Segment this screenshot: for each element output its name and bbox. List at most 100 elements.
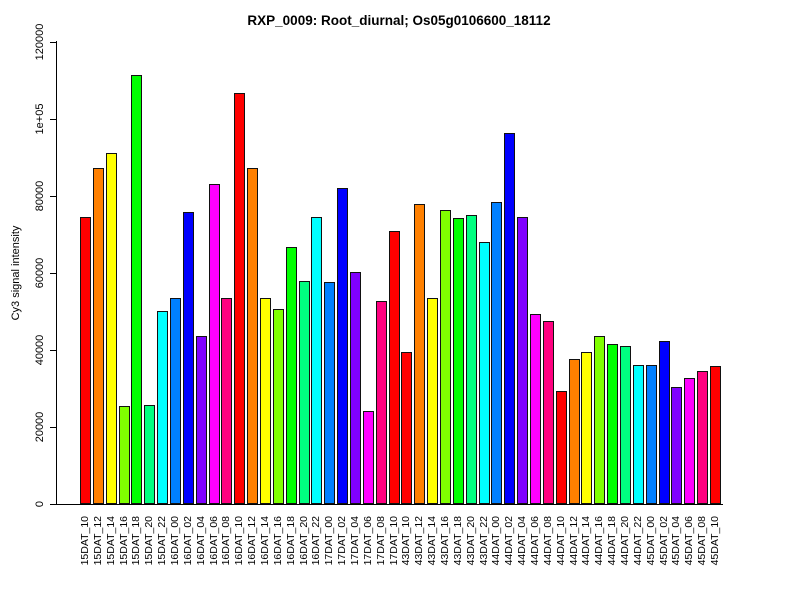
y-tick-label: 60000	[34, 257, 46, 289]
x-tick-label: 45DAT_02	[657, 516, 670, 566]
x-tick-label: 44DAT_14	[580, 516, 593, 566]
x-tick-label: 44DAT_12	[567, 516, 580, 566]
y-tick-mark	[50, 504, 56, 505]
x-tick-label: 16DAT_22	[310, 516, 323, 566]
x-tick-label: 15DAT_18	[130, 516, 143, 566]
bar	[247, 167, 259, 504]
bar	[440, 210, 451, 504]
x-tick-label: 15DAT_10	[79, 516, 91, 566]
y-tick-label: 120000	[34, 23, 46, 61]
bar	[594, 336, 606, 504]
x-tick-label: 45DAT_08	[696, 516, 709, 566]
x-tick-label: 17DAT_06	[361, 516, 374, 566]
bar	[208, 184, 220, 504]
x-tick-label: 16DAT_08	[220, 516, 233, 566]
bar	[170, 297, 181, 504]
x-tick-label: 43DAT_10	[400, 516, 413, 566]
y-tick-mark	[50, 42, 56, 43]
y-tick-label: 1e+05	[34, 103, 46, 135]
bar	[607, 344, 619, 504]
x-tick-label: 17DAT_02	[336, 516, 349, 566]
bar	[144, 404, 156, 504]
bar	[337, 187, 349, 504]
bar	[118, 406, 130, 504]
x-tick-label: 16DAT_10	[233, 516, 246, 566]
bar	[684, 378, 696, 504]
bar	[581, 352, 593, 504]
bar	[632, 365, 644, 504]
x-tick-label: 15DAT_12	[91, 516, 104, 566]
bar	[388, 230, 400, 504]
bar	[272, 309, 284, 504]
x-tick-label: 17DAT_00	[323, 516, 336, 566]
x-tick-label: 15DAT_14	[104, 516, 117, 566]
bar	[504, 132, 516, 504]
bar	[491, 202, 503, 504]
bar	[221, 297, 233, 504]
bar	[568, 358, 580, 504]
bar	[285, 246, 297, 504]
y-tick-label: 0	[34, 500, 46, 508]
bar	[350, 272, 361, 504]
bar	[709, 365, 721, 504]
x-tick-label: 16DAT_20	[297, 516, 310, 566]
x-tick-label: 15DAT_16	[117, 516, 130, 566]
y-tick-mark	[50, 350, 56, 351]
x-tick-label: 16DAT_02	[181, 516, 194, 566]
x-tick-label: 44DAT_22	[631, 516, 644, 566]
bar	[401, 352, 413, 504]
x-tick-label: 44DAT_16	[593, 516, 606, 566]
bar	[619, 345, 631, 504]
x-tick-label: 43DAT_16	[439, 516, 451, 566]
x-tick-label: 44DAT_20	[618, 516, 631, 566]
x-tick-label: 17DAT_08	[374, 516, 387, 566]
x-tick-label: 43DAT_14	[426, 516, 439, 566]
y-tick-mark	[50, 273, 56, 274]
x-tick-label: 45DAT_06	[683, 516, 696, 566]
bar	[414, 204, 426, 504]
y-tick-label: 20000	[34, 411, 46, 443]
x-tick-label: 16DAT_12	[246, 516, 259, 566]
bar	[324, 282, 336, 504]
x-tick-label: 45DAT_10	[708, 516, 721, 566]
bar	[658, 341, 670, 504]
bar	[234, 93, 246, 504]
x-tick-label: 45DAT_04	[670, 516, 683, 566]
bar	[555, 390, 567, 504]
y-axis-line	[56, 41, 57, 505]
x-tick-label: 44DAT_06	[529, 516, 541, 566]
x-tick-label: 44DAT_00	[490, 516, 503, 566]
bar	[182, 211, 194, 504]
bar	[530, 313, 541, 504]
x-tick-label: 16DAT_06	[207, 516, 220, 566]
x-tick-label: 44DAT_18	[606, 516, 619, 566]
bar	[260, 297, 271, 504]
x-tick-label: 16DAT_00	[169, 516, 181, 566]
bar	[157, 311, 169, 504]
bar	[542, 320, 554, 504]
y-axis-title: Cy3 signal intensity	[10, 225, 22, 321]
bar	[362, 410, 374, 504]
x-tick-label: 44DAT_04	[516, 516, 529, 566]
x-tick-label: 43DAT_12	[413, 516, 426, 566]
bar	[375, 300, 387, 504]
x-tick-label: 16DAT_18	[284, 516, 297, 566]
chart-title: RXP_0009: Root_diurnal; Os05g0106600_181…	[247, 13, 551, 28]
x-tick-label: 17DAT_04	[349, 516, 361, 566]
y-tick-mark	[50, 427, 56, 428]
x-tick-label: 43DAT_22	[477, 516, 490, 566]
bar	[671, 386, 683, 504]
bar	[645, 364, 657, 504]
x-tick-label: 43DAT_18	[451, 516, 464, 566]
y-tick-label: 80000	[34, 180, 46, 212]
bar	[697, 370, 709, 504]
x-tick-label: 44DAT_08	[541, 516, 554, 566]
y-tick-label: 40000	[34, 334, 46, 366]
bar	[311, 216, 323, 504]
x-tick-label: 43DAT_20	[464, 516, 477, 566]
bar	[80, 217, 91, 504]
x-axis-baseline	[56, 504, 723, 505]
bar	[427, 297, 439, 504]
y-tick-mark	[50, 119, 56, 120]
